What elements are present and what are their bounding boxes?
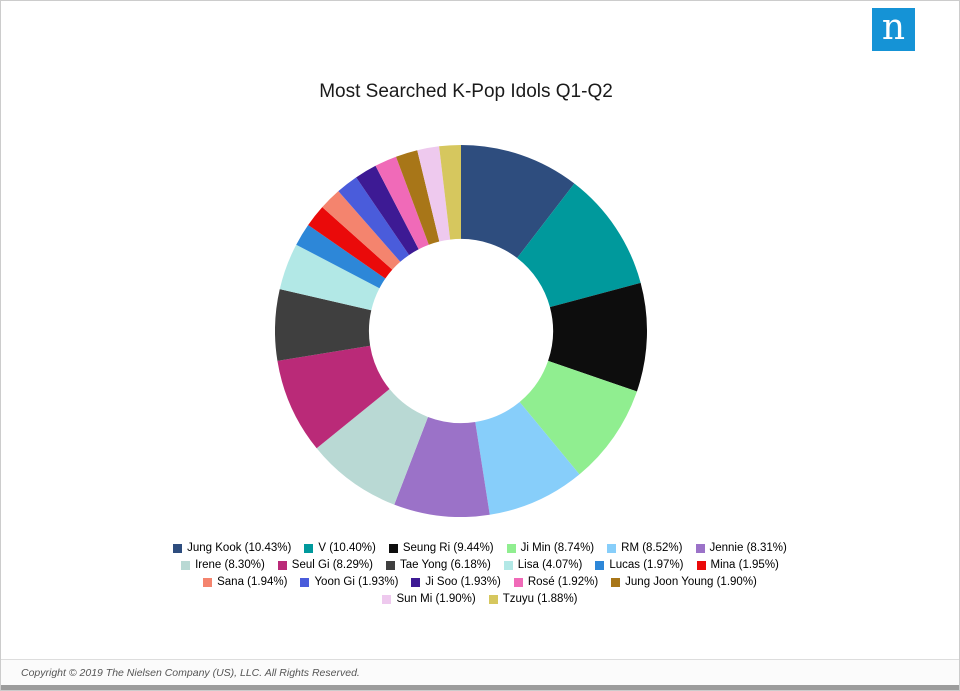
donut-slice-v [517, 183, 641, 308]
donut-slice-yoon-gi [338, 177, 410, 262]
legend-label-sana: Sana (1.94%) [217, 576, 288, 588]
legend-row: Sun Mi (1.90%) Tzuyu (1.88%) [1, 593, 959, 605]
legend-label-sun-mi: Sun Mi (1.90%) [396, 593, 476, 605]
donut-slice-jung-joon-young [396, 150, 440, 245]
legend-swatch-rosé [513, 577, 523, 587]
donut-slice-tzuyu [439, 145, 461, 240]
bottom-border-bar [1, 685, 959, 690]
legend: Jung Kook (10.43%) V (10.40%) Seung Ri (9.… [1, 542, 959, 610]
donut-slice-irene [316, 389, 428, 505]
legend-label-rosé: Rosé (1.92%) [527, 576, 599, 588]
legend-label-seung-ri: Seung Ri (9.44%) [402, 542, 494, 554]
copyright-text: Copyright © 2019 The Nielsen Company (US… [21, 666, 360, 679]
legend-swatch-yoon-gi [300, 577, 310, 587]
donut-slice-sana [322, 191, 401, 270]
legend-label-rm: RM (8.52%) [621, 542, 683, 554]
legend-label-irene: Irene (8.30%) [195, 559, 265, 571]
legend-item-yoon-gi: Yoon Gi (1.93%) [300, 576, 398, 588]
legend-item-jung-joon-young: Jung Joon Young (1.90%) [611, 576, 757, 588]
footer: Copyright © 2019 The Nielsen Company (US… [1, 659, 959, 685]
legend-swatch-tae-yong [385, 560, 395, 570]
legend-item-ji-min: Ji Min (8.74%) [506, 542, 595, 554]
donut-slice-seung-ri [548, 282, 647, 392]
donut-slice-tae-yong [275, 289, 372, 361]
chart-title: Most Searched K-Pop Idols Q1-Q2 [319, 81, 613, 102]
legend-label-mina: Mina (1.95%) [710, 559, 779, 571]
legend-label-jung-kook: Jung Kook (10.43%) [187, 542, 292, 554]
legend-row: Irene (8.30%) Seul Gi (8.29%) Tae Yong (6.… [1, 559, 959, 571]
legend-label-tzuyu: Tzuyu (1.88%) [502, 593, 578, 605]
donut-slice-jennie [394, 416, 490, 517]
donut-slice-rosé [375, 156, 429, 250]
legend-swatch-sana [203, 577, 213, 587]
legend-swatch-lucas [595, 560, 605, 570]
legend-item-sun-mi: Sun Mi (1.90%) [382, 593, 476, 605]
donut-slice-mina [308, 207, 393, 279]
legend-swatch-rm [607, 543, 617, 553]
legend-item-seung-ri: Seung Ri (9.44%) [388, 542, 494, 554]
legend-label-yoon-gi: Yoon Gi (1.93%) [314, 576, 399, 588]
legend-swatch-sun-mi [382, 594, 392, 604]
nielsen-logo-letter: n [881, 6, 906, 48]
legend-label-ji-soo: Ji Soo (1.93%) [425, 576, 501, 588]
legend-item-tzuyu: Tzuyu (1.88%) [488, 593, 578, 605]
legend-item-jennie: Jennie (8.31%) [695, 542, 787, 554]
legend-label-v: V (10.40%) [318, 542, 376, 554]
legend-item-seul-gi: Seul Gi (8.29%) [277, 559, 373, 571]
legend-label-lisa: Lisa (4.07%) [517, 559, 583, 571]
donut-chart [275, 145, 647, 517]
legend-swatch-jung-kook [173, 543, 183, 553]
donut-slice-jung-kook [461, 145, 575, 259]
legend-swatch-irene [181, 560, 191, 570]
legend-swatch-ji-min [506, 543, 516, 553]
legend-item-rm: RM (8.52%) [607, 542, 683, 554]
legend-item-tae-yong: Tae Yong (6.18%) [385, 559, 491, 571]
donut-slice-ji-soo [356, 165, 419, 255]
legend-item-jung-kook: Jung Kook (10.43%) [173, 542, 291, 554]
legend-swatch-seung-ri [388, 543, 398, 553]
legend-item-v: V (10.40%) [304, 542, 376, 554]
legend-label-ji-min: Ji Min (8.74%) [520, 542, 595, 554]
donut-slice-ji-min [519, 360, 637, 475]
legend-row: Sana (1.94%) Yoon Gi (1.93%) Ji Soo (1.93%… [1, 576, 959, 588]
legend-item-irene: Irene (8.30%) [181, 559, 265, 571]
legend-swatch-ji-soo [411, 577, 421, 587]
legend-item-rosé: Rosé (1.92%) [513, 576, 599, 588]
legend-swatch-tzuyu [488, 594, 498, 604]
legend-item-lisa: Lisa (4.07%) [503, 559, 583, 571]
donut-slice-sun-mi [417, 146, 451, 242]
legend-label-tae-yong: Tae Yong (6.18%) [399, 559, 491, 571]
legend-item-mina: Mina (1.95%) [696, 559, 779, 571]
legend-item-lucas: Lucas (1.97%) [595, 559, 684, 571]
legend-label-jung-joon-young: Jung Joon Young (1.90%) [625, 576, 757, 588]
donut-slice-seul-gi [277, 345, 390, 449]
legend-swatch-lisa [503, 560, 513, 570]
legend-label-lucas: Lucas (1.97%) [609, 559, 684, 571]
legend-swatch-mina [696, 560, 706, 570]
donut-slice-lisa [279, 244, 380, 311]
donut-chart-area [275, 145, 647, 517]
legend-item-ji-soo: Ji Soo (1.93%) [411, 576, 501, 588]
nielsen-logo: n [872, 8, 915, 51]
legend-swatch-jennie [695, 543, 705, 553]
legend-row: Jung Kook (10.43%) V (10.40%) Seung Ri (9.… [1, 542, 959, 554]
legend-swatch-jung-joon-young [611, 577, 621, 587]
donut-slice-rm [475, 401, 580, 515]
legend-label-seul-gi: Seul Gi (8.29%) [291, 559, 373, 571]
legend-swatch-seul-gi [277, 560, 287, 570]
legend-swatch-v [304, 543, 314, 553]
legend-label-jennie: Jennie (8.31%) [709, 542, 787, 554]
donut-slice-lucas [296, 225, 386, 289]
legend-item-sana: Sana (1.94%) [203, 576, 287, 588]
